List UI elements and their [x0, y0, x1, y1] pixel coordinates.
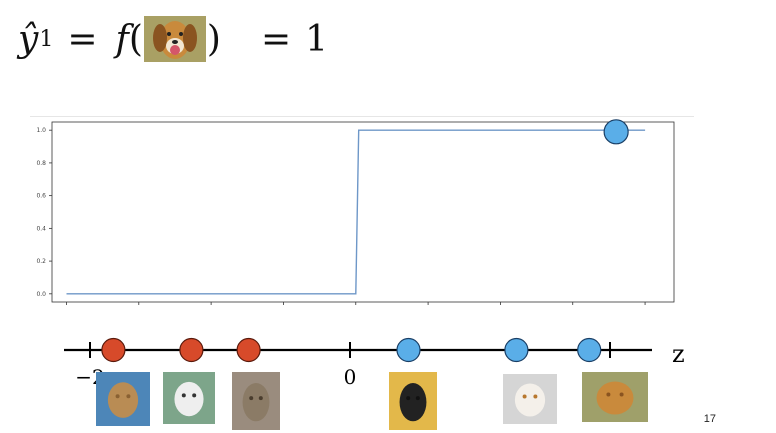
step-series-line: [66, 129, 646, 295]
number-line-point-cat: [236, 337, 261, 363]
equals-sign: =: [67, 18, 98, 60]
number-line-point-dog: [577, 337, 602, 363]
y-tick-label: 0.8: [36, 160, 46, 167]
pug-photo-icon: [389, 372, 437, 430]
result-value: 1: [305, 18, 329, 60]
dog-photo-icon: [582, 372, 648, 422]
y-tick-label: 0.4: [36, 225, 46, 232]
y-tick-label: 0.6: [36, 193, 46, 200]
number-line-point-cat: [179, 337, 204, 363]
close-paren: ): [206, 18, 221, 60]
equals-sign-2: =: [260, 18, 292, 60]
y-tick-label: 0.0: [36, 291, 46, 298]
cat-photo-icon: [163, 372, 215, 424]
number-line-point-dog: [504, 337, 529, 363]
number-line-point-cat: [101, 337, 126, 363]
cat-photo-icon: [96, 372, 150, 426]
y-hat-symbol: ŷ: [18, 18, 39, 60]
plot-frame: [51, 121, 675, 303]
divider-line: [30, 116, 694, 117]
function-symbol: f: [115, 18, 129, 60]
open-paren: (: [128, 18, 143, 60]
dog-photo-icon: [143, 16, 206, 62]
dog-photo-icon: [503, 374, 557, 424]
number-line-point-dog: [396, 337, 421, 363]
z-axis-label: z: [672, 340, 685, 368]
cat-photo-icon: [232, 372, 280, 430]
y-hat-subscript: 1: [39, 26, 54, 52]
y-tick-label: 1.0: [36, 127, 46, 134]
y-tick-label: 0.2: [36, 258, 46, 265]
page-number: 17: [703, 413, 716, 425]
highlight-point: [603, 119, 629, 145]
number-line-tick-label: 0: [344, 365, 357, 389]
